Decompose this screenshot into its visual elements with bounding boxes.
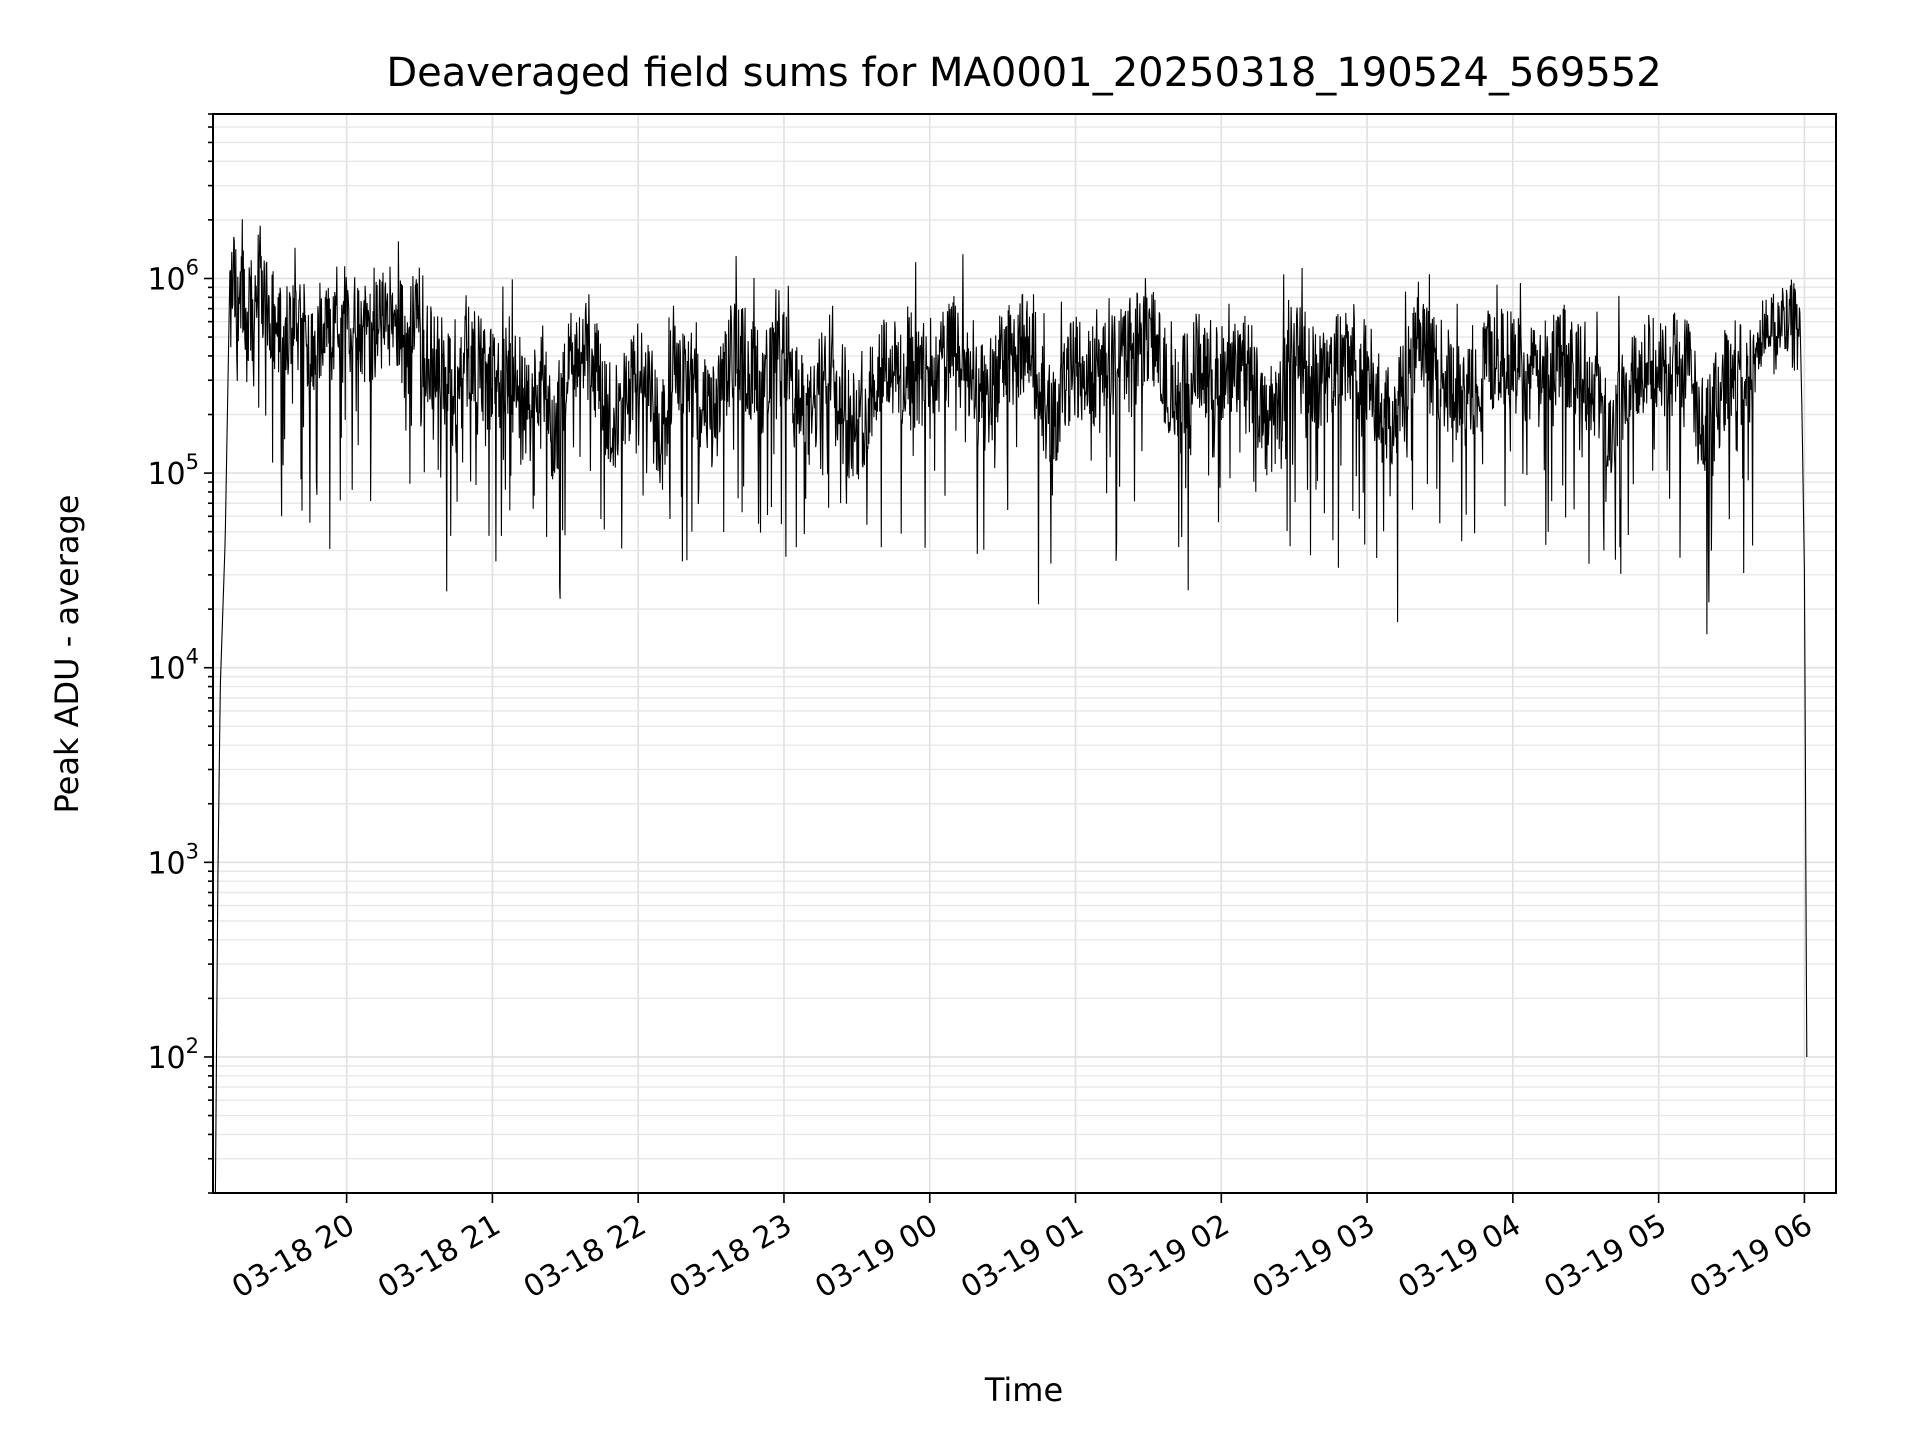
y-tick-label: 102	[147, 1034, 199, 1076]
series-line	[214, 219, 1808, 1194]
y-tick-label: 105	[147, 450, 199, 492]
plot-area	[214, 219, 1808, 1194]
y-tick-label: 104	[147, 645, 199, 687]
y-tick-label: 106	[147, 255, 199, 297]
x-axis-label: Time	[984, 1371, 1063, 1409]
y-tick-label: 103	[147, 839, 199, 881]
y-axis-label: Peak ADU - average	[48, 495, 86, 814]
plot-frame	[212, 113, 1837, 1194]
chart-title: Deaveraged field sums for MA0001_2025031…	[386, 50, 1661, 96]
